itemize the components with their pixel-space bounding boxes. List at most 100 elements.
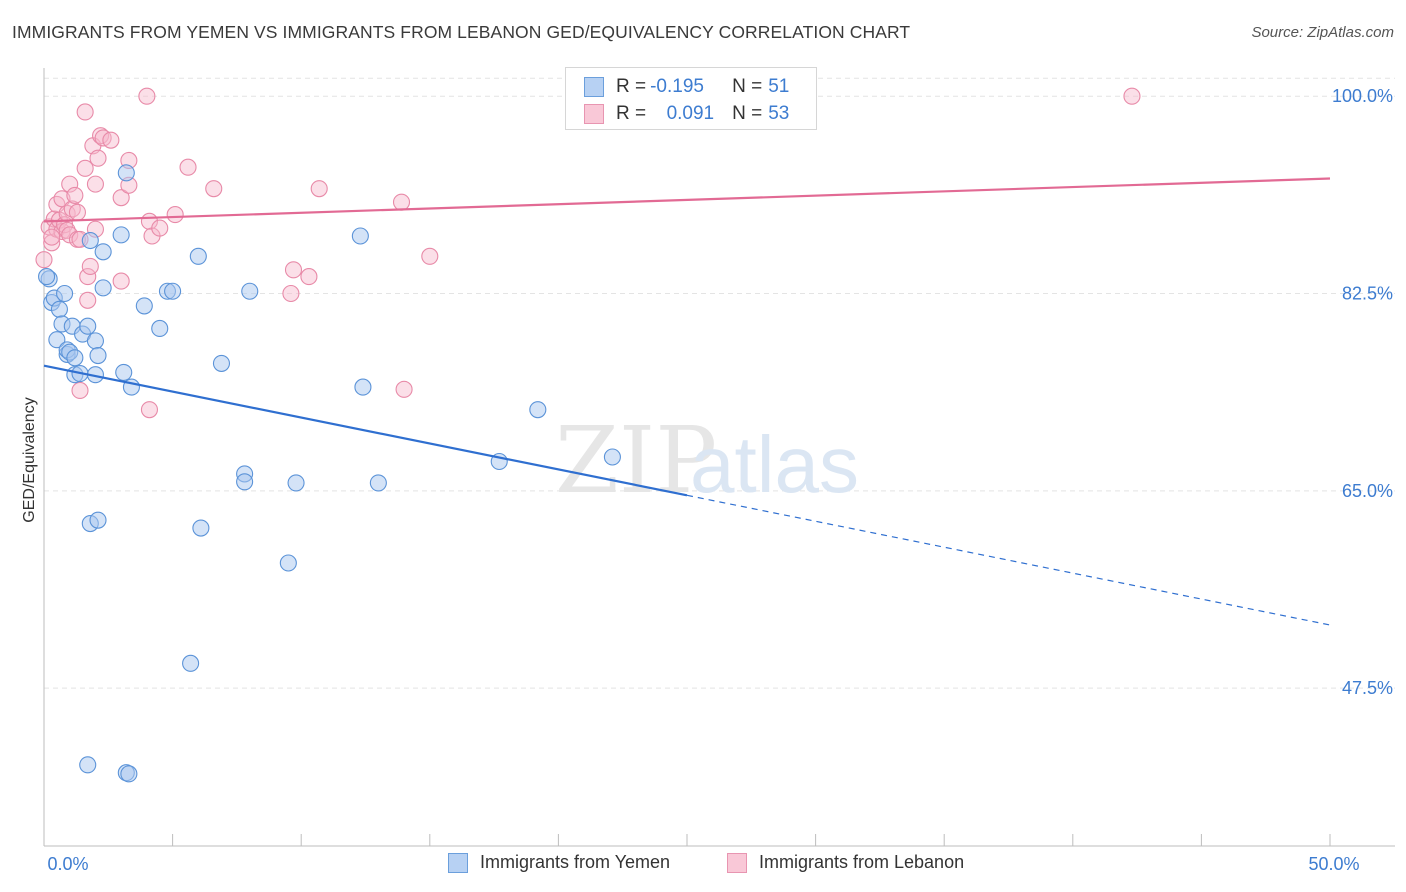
- x-tick-label: 50.0%: [1308, 854, 1359, 874]
- lebanon-point: [179, 158, 197, 176]
- lebanon-trend-line: [43, 177, 1331, 223]
- watermark-atlas: atlas: [690, 420, 859, 509]
- yemen-point: [182, 654, 200, 672]
- lebanon-point: [43, 228, 61, 246]
- lebanon-point: [79, 291, 97, 309]
- yemen-point: [279, 554, 297, 572]
- lebanon-point: [61, 175, 79, 193]
- lebanon-point: [1123, 87, 1141, 105]
- yemen-trend-line: [43, 364, 688, 497]
- legend-r-label: R =: [616, 76, 647, 97]
- yemen-point: [369, 474, 387, 492]
- yemen-point: [79, 317, 97, 335]
- yemen-point: [94, 243, 112, 261]
- yemen-point: [81, 231, 99, 250]
- y-tick-label: 82.5%: [1342, 284, 1393, 304]
- lebanon-point: [86, 175, 104, 193]
- yemen-point: [56, 284, 74, 303]
- lebanon-point: [92, 127, 110, 145]
- lebanon-point: [66, 186, 84, 204]
- lebanon-point: [76, 103, 94, 121]
- legend-r-value: -0.195: [650, 76, 704, 97]
- yemen-point: [212, 354, 231, 372]
- lebanon-point: [112, 189, 130, 207]
- lebanon-point: [68, 203, 86, 221]
- lebanon-point: [282, 284, 300, 303]
- yemen-point: [189, 247, 207, 265]
- lebanon-point: [76, 159, 94, 177]
- yemen-point: [287, 474, 305, 492]
- lebanon-points: [35, 87, 1141, 419]
- yemen-point: [164, 282, 182, 300]
- yemen-point: [66, 349, 84, 367]
- axes: [43, 68, 1395, 847]
- yemen-point: [192, 519, 210, 537]
- watermark: ZIP atlas: [555, 407, 859, 514]
- yemen-point: [79, 756, 97, 774]
- yemen-trend-extension: [686, 494, 1331, 626]
- bottom-legend-label-lebanon: Immigrants from Lebanon: [759, 852, 965, 872]
- legend-n-label: N =: [732, 76, 763, 97]
- lebanon-point: [395, 380, 413, 398]
- lebanon-point: [166, 206, 184, 224]
- yemen-point: [603, 448, 621, 466]
- legend-n-label: N =: [732, 103, 763, 124]
- y-tick-label: 65.0%: [1342, 481, 1393, 501]
- yemen-point: [120, 765, 138, 783]
- legend-r-value: 0.091: [666, 103, 715, 124]
- x-tick-label: 0.0%: [47, 854, 88, 874]
- legend-row-lebanon: R = 0.091 N = 53: [584, 102, 789, 126]
- source-label: Source: ZipAtlas.com: [1251, 24, 1394, 41]
- lebanon-point: [79, 268, 97, 286]
- yemen-point: [354, 378, 372, 396]
- y-tick-label: 100.0%: [1332, 86, 1393, 106]
- lebanon-point: [45, 210, 63, 228]
- yemen-point: [89, 511, 107, 529]
- lebanon-point: [284, 261, 303, 279]
- yemen-point: [351, 227, 369, 245]
- legend-swatch-lebanon: [584, 104, 604, 124]
- grid-lines: [44, 77, 1395, 689]
- yemen-point: [50, 300, 68, 318]
- lebanon-point: [140, 401, 159, 419]
- lebanon-point: [138, 87, 156, 105]
- correlation-legend: R = -0.195 N = 51 R = 0.091 N = 53: [565, 67, 817, 130]
- legend-n-value: 53: [768, 103, 790, 124]
- yemen-point: [236, 473, 254, 491]
- lebanon-point: [310, 180, 328, 198]
- bottom-legend-swatch-yemen: [448, 852, 468, 873]
- lebanon-point: [81, 257, 99, 275]
- yemen-point: [135, 297, 153, 315]
- legend-r-label: R =: [616, 103, 647, 124]
- lebanon-point: [392, 193, 411, 211]
- y-tick-label: 47.5%: [1342, 678, 1393, 698]
- yemen-point: [48, 331, 66, 349]
- lebanon-point: [102, 131, 120, 149]
- yemen-points: [38, 164, 621, 783]
- yemen-point: [94, 279, 112, 297]
- yemen-point: [112, 226, 130, 244]
- bottom-legend-yemen: Immigrants from Yemen: [448, 852, 670, 873]
- bottom-legend-swatch-lebanon: [727, 852, 747, 873]
- trend-lines: [43, 177, 1331, 626]
- yemen-point: [86, 332, 104, 350]
- yemen-point: [89, 346, 107, 365]
- lebanon-point: [421, 247, 439, 265]
- lebanon-point: [151, 219, 169, 237]
- lebanon-point: [89, 149, 107, 167]
- lebanon-point: [205, 180, 223, 198]
- yemen-point: [117, 164, 135, 182]
- yemen-point: [151, 319, 169, 338]
- legend-row-yemen: R = -0.195 N = 51: [584, 75, 789, 99]
- bottom-legend-lebanon: Immigrants from Lebanon: [727, 852, 964, 873]
- lebanon-point: [71, 381, 89, 400]
- lebanon-point: [300, 268, 318, 286]
- yemen-point: [38, 268, 56, 286]
- chart-title: IMMIGRANTS FROM YEMEN VS IMMIGRANTS FROM…: [12, 22, 911, 42]
- tick-labels: 100.0% 82.5% 65.0% 47.5% 0.0% 50.0%: [47, 86, 1393, 874]
- yemen-point: [241, 282, 259, 300]
- lebanon-point: [112, 272, 130, 290]
- legend-swatch-yemen: [584, 77, 604, 97]
- legend-n-value: 51: [768, 76, 790, 97]
